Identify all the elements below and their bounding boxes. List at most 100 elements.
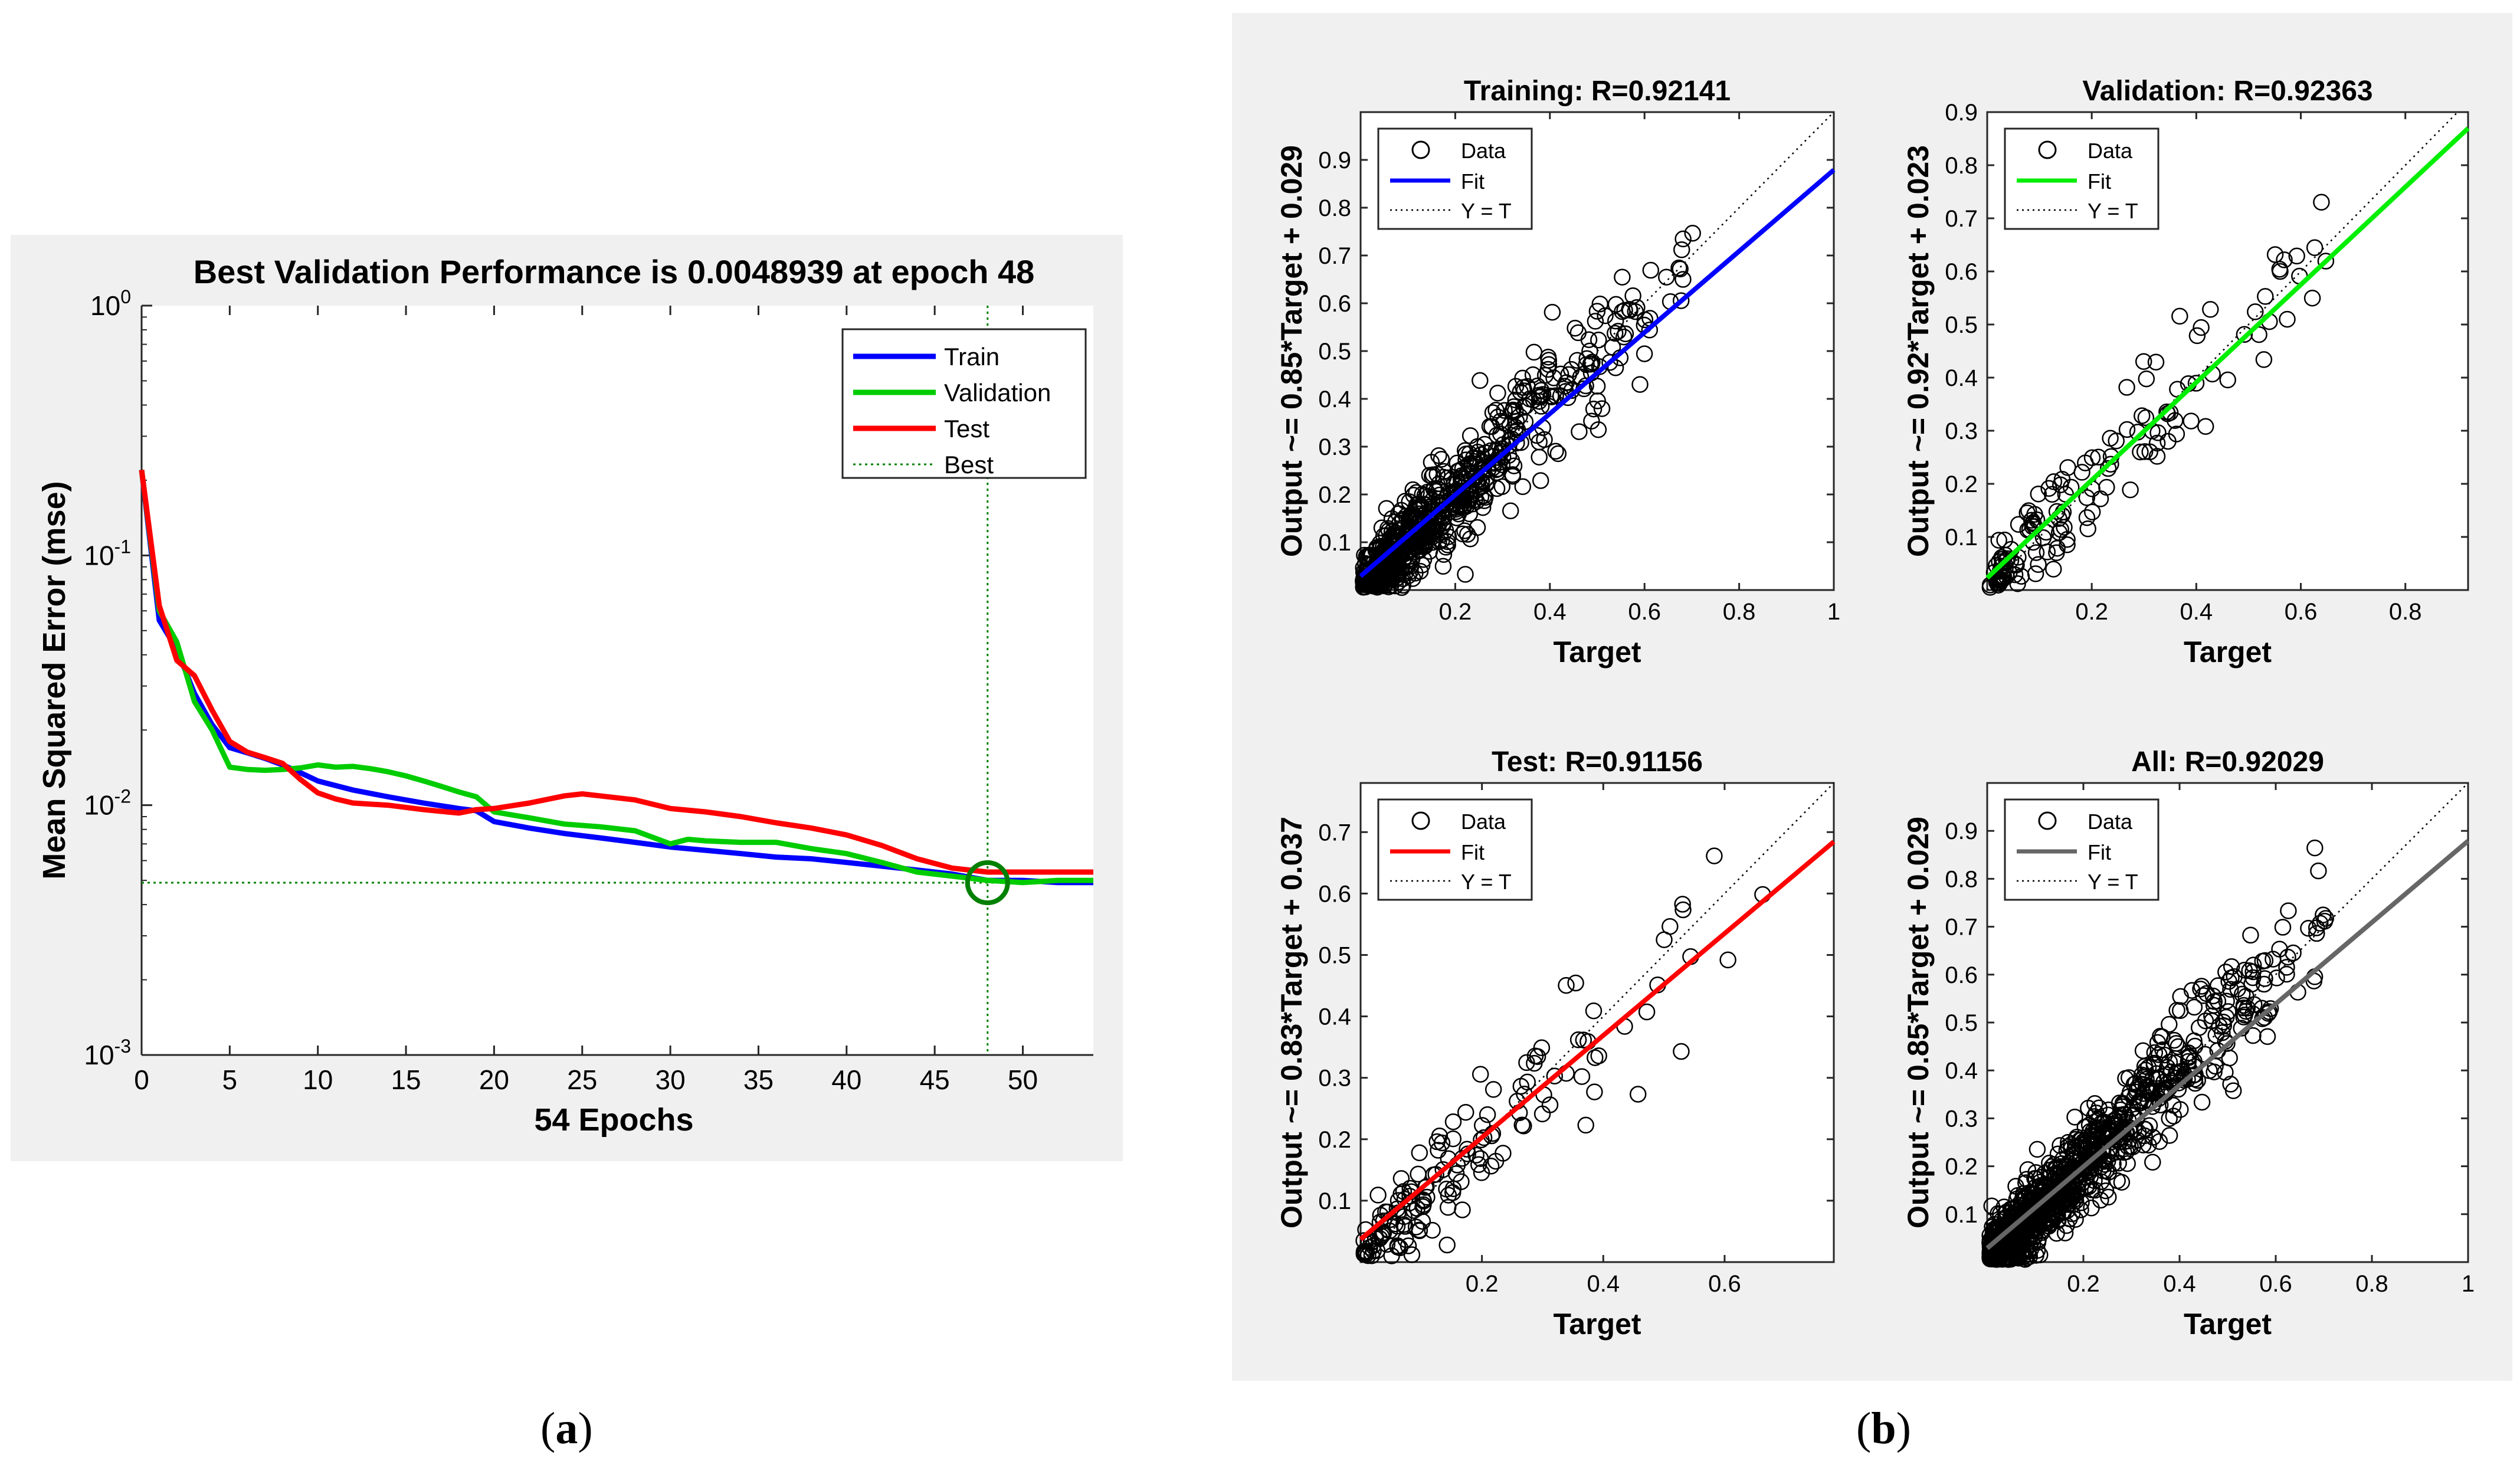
fit-line bbox=[1985, 839, 2470, 1250]
performance-plot: Best Validation Performance is 0.0048939… bbox=[37, 253, 1093, 1138]
data-point bbox=[1424, 1221, 1441, 1239]
data-point bbox=[1519, 1073, 1536, 1091]
data-point bbox=[2021, 1236, 2039, 1254]
y-tick-label: 0.6 bbox=[1945, 259, 1978, 285]
data-point bbox=[2099, 460, 2117, 477]
data-point bbox=[2066, 1109, 2083, 1126]
series-test-line bbox=[139, 469, 1093, 875]
data-point bbox=[1424, 466, 1442, 483]
data-point bbox=[1388, 1200, 1406, 1218]
data-point bbox=[2165, 1107, 2183, 1125]
y-tick-label: 0.1 bbox=[1945, 525, 1978, 550]
x-tick-label: 0.6 bbox=[2259, 1271, 2292, 1297]
data-point bbox=[1449, 454, 1466, 472]
legend-label-validation: Validation bbox=[944, 379, 1051, 407]
data-point bbox=[1387, 577, 1404, 595]
data-point bbox=[1459, 526, 1476, 543]
y-tick-label: 0.6 bbox=[1945, 962, 1978, 988]
data-point bbox=[1569, 1031, 1587, 1048]
data-point bbox=[2060, 1154, 2077, 1172]
data-point bbox=[2139, 1059, 2157, 1076]
y-tick-label: 0.4 bbox=[1318, 386, 1351, 412]
data-point bbox=[2138, 370, 2155, 388]
data-point bbox=[2313, 194, 2330, 211]
data-point bbox=[1585, 1002, 1603, 1020]
data-point bbox=[1496, 402, 1513, 419]
x-tick-label: 40 bbox=[831, 1064, 861, 1095]
x-tick-label: 35 bbox=[743, 1064, 774, 1095]
data-point bbox=[2077, 1132, 2095, 1149]
data-point bbox=[2041, 1155, 2058, 1172]
data-point bbox=[1362, 1234, 1380, 1251]
data-point bbox=[1629, 1086, 1647, 1103]
data-point bbox=[2202, 301, 2219, 318]
data-point bbox=[2193, 1093, 2211, 1111]
data-point bbox=[1397, 1231, 1414, 1249]
data-point bbox=[1444, 1113, 1462, 1131]
data-point bbox=[1437, 539, 1454, 556]
data-point bbox=[2242, 926, 2259, 944]
data-point bbox=[2134, 407, 2151, 424]
data-point bbox=[2030, 1231, 2047, 1248]
data-point bbox=[1585, 400, 1603, 418]
data-point bbox=[2222, 981, 2239, 998]
data-point bbox=[2254, 952, 2271, 970]
data-point bbox=[2235, 997, 2253, 1014]
data-point bbox=[2279, 310, 2296, 328]
fit-line bbox=[1359, 840, 1836, 1241]
data-point bbox=[1402, 525, 1420, 542]
data-point bbox=[2259, 1028, 2276, 1046]
y-tick-label: 0.7 bbox=[1945, 206, 1978, 232]
x-tick-label: 50 bbox=[1008, 1064, 1038, 1095]
data-point bbox=[2219, 371, 2236, 389]
x-tick-label: 45 bbox=[920, 1064, 950, 1095]
data-point bbox=[2040, 480, 2057, 497]
data-point bbox=[1673, 241, 1690, 258]
y-tick-label: 0.5 bbox=[1945, 1010, 1978, 1036]
data-point bbox=[2154, 1028, 2171, 1046]
regression-subplot-2: Test: R=0.91156 Target Output ~= 0.83*Targ… bbox=[1275, 746, 1836, 1341]
y-tick-label: 0.6 bbox=[1318, 881, 1351, 907]
x-tick-label: 0.4 bbox=[1587, 1271, 1620, 1297]
data-point bbox=[1438, 1236, 1456, 1254]
data-point bbox=[2134, 1042, 2152, 1059]
data-point bbox=[2236, 1007, 2253, 1024]
data-point bbox=[1589, 392, 1606, 409]
data-point bbox=[2030, 485, 2047, 503]
data-point bbox=[1473, 1117, 1491, 1134]
data-point bbox=[1590, 421, 1607, 438]
data-point bbox=[2128, 1110, 2145, 1128]
data-point bbox=[2029, 1141, 2046, 1158]
data-point bbox=[2148, 434, 2166, 452]
data-point bbox=[2280, 902, 2297, 919]
data-point bbox=[2308, 925, 2325, 942]
subplot-title: Training: R=0.92141 bbox=[1464, 76, 1731, 107]
data-point bbox=[1573, 1068, 1591, 1085]
data-point bbox=[1461, 445, 1478, 463]
data-point bbox=[2027, 565, 2044, 582]
y-tick-base: 10 bbox=[84, 1040, 114, 1070]
regression-plots: Training: R=0.92141 Target Output ~= 0.85*… bbox=[1275, 76, 2475, 1341]
data-point bbox=[1571, 423, 1588, 440]
data-point bbox=[1359, 575, 1377, 593]
x-tick-label: 0.8 bbox=[2389, 599, 2422, 625]
data-point bbox=[1587, 1049, 1604, 1066]
data-point bbox=[1467, 1146, 1485, 1164]
data-point bbox=[2188, 327, 2206, 345]
data-point bbox=[1472, 1066, 1489, 1083]
data-point bbox=[2193, 978, 2210, 995]
data-point bbox=[1515, 1118, 1532, 1135]
data-point bbox=[1658, 268, 1675, 286]
data-point bbox=[2187, 375, 2205, 392]
data-point bbox=[1617, 325, 1634, 343]
data-point bbox=[1485, 1081, 1502, 1098]
data-point bbox=[1382, 556, 1399, 574]
data-point bbox=[1615, 328, 1633, 346]
data-point bbox=[2276, 251, 2293, 268]
data-point bbox=[2183, 412, 2200, 430]
data-point bbox=[1983, 1197, 2000, 1215]
data-point bbox=[1461, 427, 1479, 444]
data-point bbox=[1990, 532, 2007, 549]
data-point bbox=[1430, 1142, 1447, 1159]
y-tick-exponent: -2 bbox=[114, 786, 131, 807]
